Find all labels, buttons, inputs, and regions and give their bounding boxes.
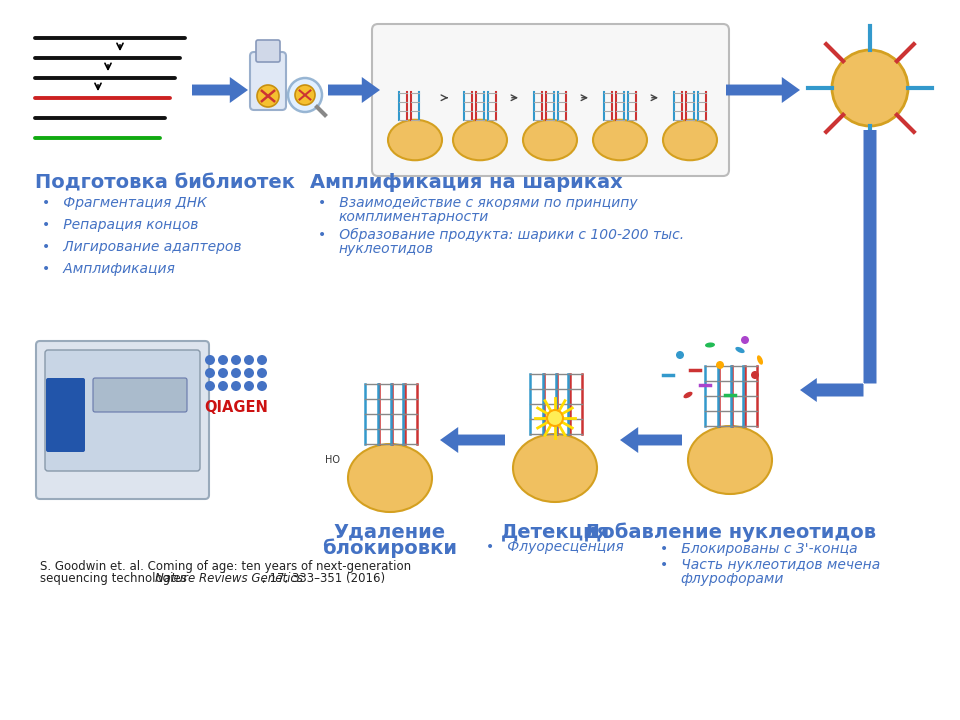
Circle shape (257, 368, 267, 378)
Ellipse shape (684, 392, 692, 398)
Circle shape (244, 368, 254, 378)
FancyBboxPatch shape (372, 24, 729, 176)
Circle shape (676, 351, 684, 359)
FancyBboxPatch shape (93, 378, 187, 412)
Text: •   Репарация концов: • Репарация концов (42, 218, 199, 232)
Polygon shape (726, 77, 800, 103)
Circle shape (218, 368, 228, 378)
FancyBboxPatch shape (250, 52, 286, 110)
Text: Амплификация на шариках: Амплификация на шариках (310, 173, 623, 192)
Ellipse shape (523, 120, 577, 161)
Polygon shape (800, 130, 876, 402)
Ellipse shape (735, 347, 745, 353)
Text: блокировки: блокировки (323, 538, 458, 557)
Circle shape (231, 368, 241, 378)
Text: Добавление нуклеотидов: Добавление нуклеотидов (584, 522, 876, 541)
Ellipse shape (513, 434, 597, 502)
Ellipse shape (688, 426, 772, 494)
Text: Подготовка библиотек: Подготовка библиотек (35, 173, 295, 192)
Text: Удаление: Удаление (334, 522, 446, 541)
Circle shape (547, 410, 563, 426)
Text: •   Взаимодействие с якорями по принципу: • Взаимодействие с якорями по принципу (318, 196, 637, 210)
Circle shape (257, 355, 267, 365)
Text: флурофорами: флурофорами (680, 572, 783, 586)
Circle shape (205, 368, 215, 378)
Text: Детекция: Детекция (500, 522, 610, 541)
Text: , 17, 333–351 (2016): , 17, 333–351 (2016) (262, 572, 385, 585)
FancyBboxPatch shape (256, 40, 280, 62)
Circle shape (218, 355, 228, 365)
Circle shape (295, 85, 315, 105)
Circle shape (205, 355, 215, 365)
Ellipse shape (663, 120, 717, 161)
Polygon shape (192, 77, 248, 103)
Circle shape (244, 355, 254, 365)
Polygon shape (440, 427, 505, 453)
Circle shape (288, 78, 322, 112)
Text: Nature Reviews Genetics: Nature Reviews Genetics (155, 572, 303, 585)
Circle shape (205, 381, 215, 391)
Circle shape (751, 371, 759, 379)
Text: HO: HO (325, 455, 340, 465)
Text: •   Лигирование адаптеров: • Лигирование адаптеров (42, 240, 242, 254)
Text: •   Флуоресценция: • Флуоресценция (486, 540, 624, 554)
Ellipse shape (593, 120, 647, 161)
FancyBboxPatch shape (36, 341, 209, 499)
Text: нуклеотидов: нуклеотидов (338, 242, 433, 256)
Text: комплиментарности: комплиментарности (338, 210, 489, 224)
Circle shape (231, 355, 241, 365)
Text: •   Образование продукта: шарики с 100-200 тыс.: • Образование продукта: шарики с 100-200… (318, 228, 684, 242)
Ellipse shape (757, 355, 763, 365)
Circle shape (218, 381, 228, 391)
Ellipse shape (388, 120, 442, 161)
Text: •   Амплификация: • Амплификация (42, 262, 175, 276)
Text: •   Фрагментация ДНК: • Фрагментация ДНК (42, 196, 206, 210)
Text: QIAGEN: QIAGEN (204, 400, 268, 415)
Text: S. Goodwin et. al. Coming of age: ten years of next-generation: S. Goodwin et. al. Coming of age: ten ye… (40, 560, 411, 573)
Ellipse shape (705, 343, 715, 348)
Circle shape (832, 50, 908, 126)
Ellipse shape (348, 444, 432, 512)
Circle shape (741, 336, 749, 344)
Text: sequencing technologies: sequencing technologies (40, 572, 191, 585)
Polygon shape (328, 77, 380, 103)
Text: •   Блокированы с 3'-конца: • Блокированы с 3'-конца (660, 542, 857, 556)
Text: •   Часть нуклеотидов мечена: • Часть нуклеотидов мечена (660, 558, 880, 572)
Polygon shape (620, 427, 682, 453)
Circle shape (716, 361, 724, 369)
FancyBboxPatch shape (46, 378, 85, 452)
Circle shape (231, 381, 241, 391)
Circle shape (257, 381, 267, 391)
Circle shape (257, 85, 279, 107)
Circle shape (244, 381, 254, 391)
FancyBboxPatch shape (45, 350, 200, 471)
Ellipse shape (453, 120, 507, 161)
